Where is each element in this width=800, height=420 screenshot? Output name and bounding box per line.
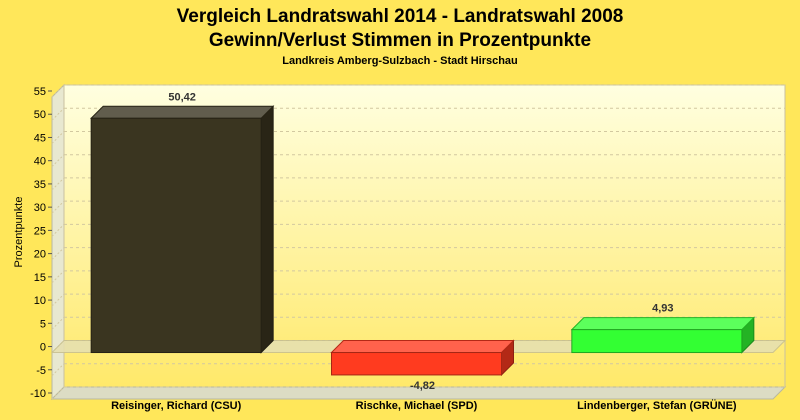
y-tick-label: 25 xyxy=(34,225,46,237)
y-tick-label: 40 xyxy=(34,156,46,168)
bar xyxy=(331,352,502,376)
y-tick-label: 15 xyxy=(34,272,46,284)
gridline-side xyxy=(51,107,65,121)
gridline-side xyxy=(51,224,65,237)
data-label: 4,93 xyxy=(652,303,673,315)
x-tick-label: Lindenberger, Stefan (GRÜNE) xyxy=(577,399,737,412)
bar xyxy=(571,329,743,354)
gridline-side xyxy=(51,131,65,144)
chart-title: Vergleich Landratswahl 2014 - Landratswa… xyxy=(177,6,624,27)
y-tick-label: -10 xyxy=(30,388,46,400)
bar xyxy=(90,117,262,354)
gridline-side xyxy=(51,200,65,214)
y-tick-label: 5 xyxy=(40,318,46,330)
y-tick-label: 55 xyxy=(34,86,46,98)
gridline-side xyxy=(51,316,65,330)
y-tick-label: 20 xyxy=(34,249,46,261)
y-tick-label: 0 xyxy=(40,342,46,354)
plot-area: -10 -5 0 5 10 15 20 25 30 35 40 45 50 55 50,42 Reisinge… xyxy=(30,83,787,412)
gridline-side xyxy=(51,84,65,98)
y-tick-label: 50 xyxy=(34,109,46,121)
gridline-side xyxy=(51,247,65,260)
data-label: -4,82 xyxy=(410,380,435,392)
gridline-side xyxy=(51,293,65,307)
bar-top xyxy=(89,105,275,119)
bar-side xyxy=(260,105,274,354)
gridline-side xyxy=(51,177,65,191)
data-label: 50,42 xyxy=(168,91,196,103)
gridline-side xyxy=(51,386,65,400)
y-tick-label: 10 xyxy=(34,295,46,307)
y-tick-label: 35 xyxy=(34,179,46,191)
y-tick-label: 30 xyxy=(34,202,46,214)
gridline-side xyxy=(51,363,65,377)
x-tick-label: Reisinger, Richard (CSU) xyxy=(111,400,242,412)
chart-subtitle: Landkreis Amberg-Sulzbach - Stadt Hirsch… xyxy=(282,55,518,67)
y-tick-label: -5 xyxy=(36,365,46,377)
chart-title-line-2: Gewinn/Verlust Stimmen in Prozentpunkte xyxy=(209,30,591,51)
x-tick-label: Rischke, Michael (SPD) xyxy=(356,400,478,412)
gridline-side xyxy=(51,270,65,284)
bar-top xyxy=(570,317,756,331)
y-tick-label: 45 xyxy=(34,132,46,144)
bar-top xyxy=(330,340,515,354)
y-axis-label: Prozentpunkte xyxy=(13,197,25,268)
gridline-side xyxy=(51,154,65,168)
